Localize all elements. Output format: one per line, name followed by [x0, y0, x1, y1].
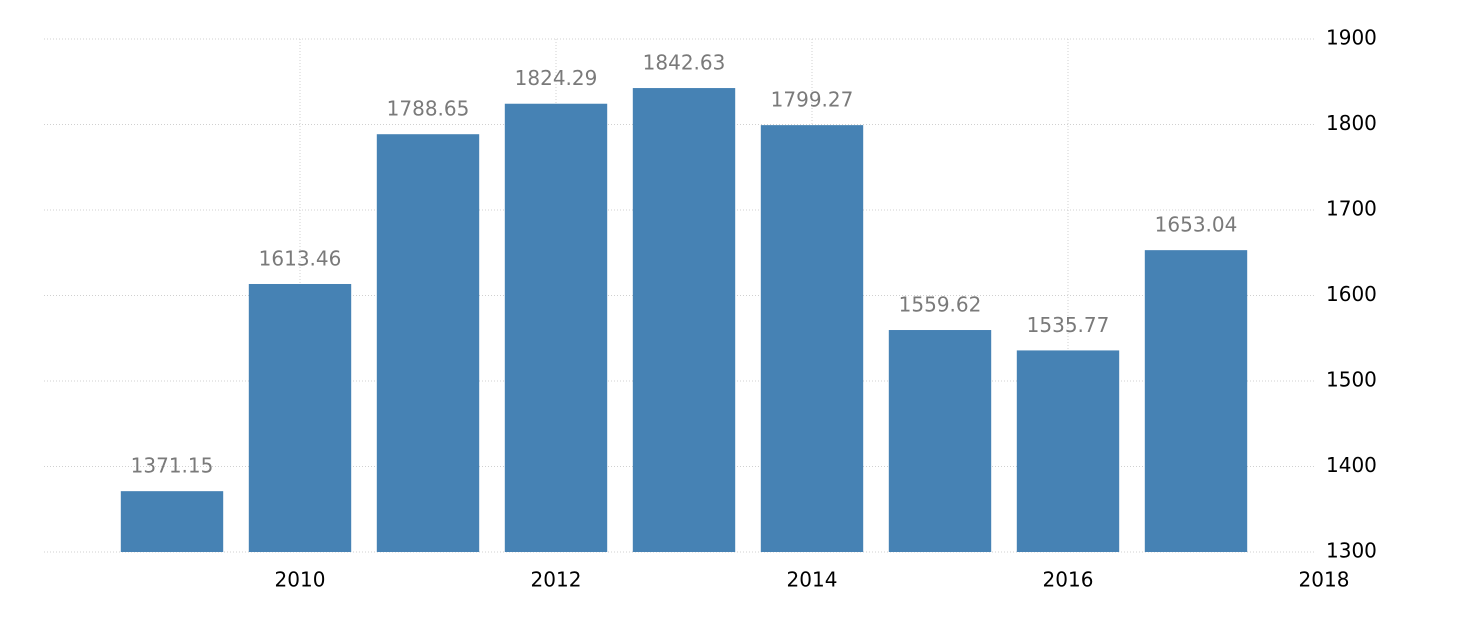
y-tick-label: 1500 [1326, 368, 1377, 392]
x-tick-label: 2012 [531, 568, 582, 592]
bar [504, 103, 608, 552]
bar [1144, 250, 1248, 552]
bar [888, 330, 992, 552]
value-label: 1824.29 [515, 66, 598, 90]
y-tick-label: 1600 [1326, 282, 1377, 306]
value-label: 1535.77 [1027, 313, 1110, 337]
bar [760, 125, 864, 553]
bar [120, 491, 224, 552]
value-label: 1799.27 [771, 88, 854, 112]
bar [248, 283, 352, 552]
y-tick-label: 1800 [1326, 111, 1377, 135]
value-label: 1371.15 [131, 454, 214, 478]
bar [376, 134, 480, 552]
x-tick-label: 2018 [1299, 568, 1350, 592]
x-tick-label: 2014 [787, 568, 838, 592]
y-tick-label: 1400 [1326, 453, 1377, 477]
value-label: 1653.04 [1155, 213, 1238, 237]
value-label: 1788.65 [387, 97, 470, 121]
bar [632, 88, 736, 552]
value-label: 1613.46 [259, 246, 342, 270]
value-label: 1559.62 [899, 293, 982, 317]
value-label: 1842.63 [643, 51, 726, 75]
bar [1016, 350, 1120, 552]
y-tick-label: 1300 [1326, 539, 1377, 563]
y-tick-label: 1900 [1326, 26, 1377, 50]
y-tick-label: 1700 [1326, 197, 1377, 221]
x-tick-label: 2010 [275, 568, 326, 592]
x-tick-label: 2016 [1043, 568, 1094, 592]
